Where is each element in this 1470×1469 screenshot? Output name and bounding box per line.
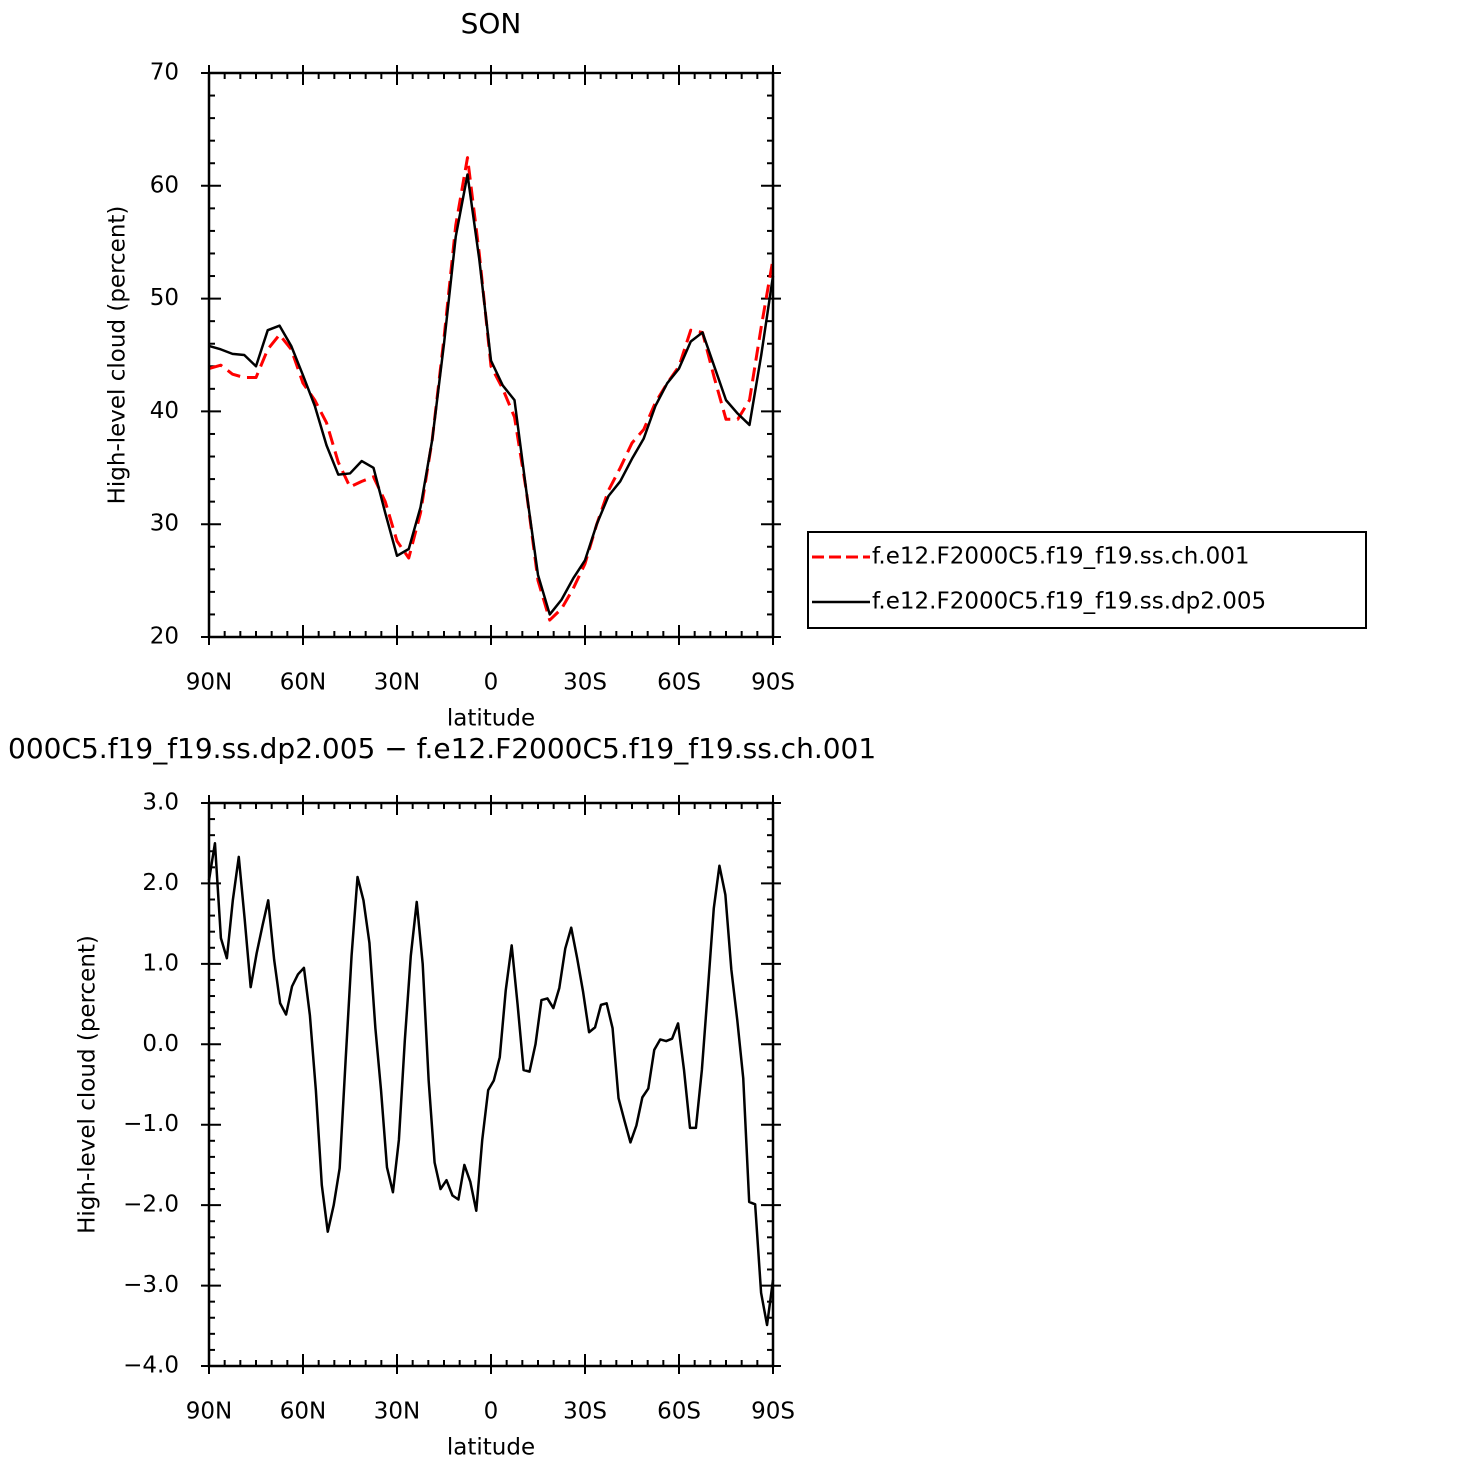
y-tick-label: 20: [150, 624, 179, 650]
legend: f.e12.F2000C5.f19_f19.ss.ch.001 f.e12.F20…: [807, 531, 1367, 629]
y-tick-label: 1.0: [142, 950, 179, 976]
x-tick-label: 30S: [563, 1399, 607, 1425]
x-tick-label: 90S: [751, 670, 795, 696]
legend-box: [807, 531, 1367, 629]
y-axis-label: High-level cloud (percent): [75, 935, 101, 1234]
x-tick-label: 60N: [280, 1399, 326, 1425]
plot-frame: [207, 71, 775, 639]
y-tick-label: 40: [150, 398, 179, 424]
x-tick-label: 60S: [657, 670, 701, 696]
series-line: [208, 156, 775, 622]
series-line: [208, 173, 775, 616]
y-tick-label: 2.0: [142, 870, 179, 896]
y-tick-label: 30: [150, 511, 179, 537]
x-tick-label: 30S: [563, 670, 607, 696]
x-axis-label: latitude: [447, 1435, 535, 1461]
x-tick-label: 0: [484, 1399, 499, 1425]
legend-label: f.e12.F2000C5.f19_f19.ss.ch.001: [872, 544, 1249, 570]
y-tick-label: −4.0: [123, 1353, 179, 1379]
chart-title: 000C5.f19_f19.ss.dp2.005 − f.e12.F2000C5…: [8, 732, 876, 765]
x-tick-label: 90N: [186, 670, 232, 696]
x-axis-label: latitude: [447, 706, 535, 732]
y-tick-label: −2.0: [123, 1192, 179, 1218]
y-tick-label: −1.0: [123, 1111, 179, 1137]
chart-title: SON: [461, 7, 522, 40]
y-tick-label: −3.0: [123, 1272, 179, 1298]
legend-label: f.e12.F2000C5.f19_f19.ss.dp2.005: [872, 589, 1266, 615]
y-tick-label: 60: [150, 172, 179, 198]
y-tick-label: 0.0: [142, 1031, 179, 1057]
x-tick-label: 90S: [751, 1399, 795, 1425]
x-tick-label: 60N: [280, 670, 326, 696]
x-tick-label: 0: [484, 670, 499, 696]
x-tick-label: 60S: [657, 1399, 701, 1425]
series-line: [207, 841, 775, 1327]
y-tick-label: 70: [150, 60, 179, 86]
y-tick-label: 50: [150, 285, 179, 311]
x-tick-label: 30N: [374, 1399, 420, 1425]
x-tick-label: 90N: [186, 1399, 232, 1425]
y-axis-label: High-level cloud (percent): [105, 206, 131, 505]
y-tick-label: 3.0: [142, 790, 179, 816]
x-tick-label: 30N: [374, 670, 420, 696]
plot-frame: [207, 801, 775, 1368]
